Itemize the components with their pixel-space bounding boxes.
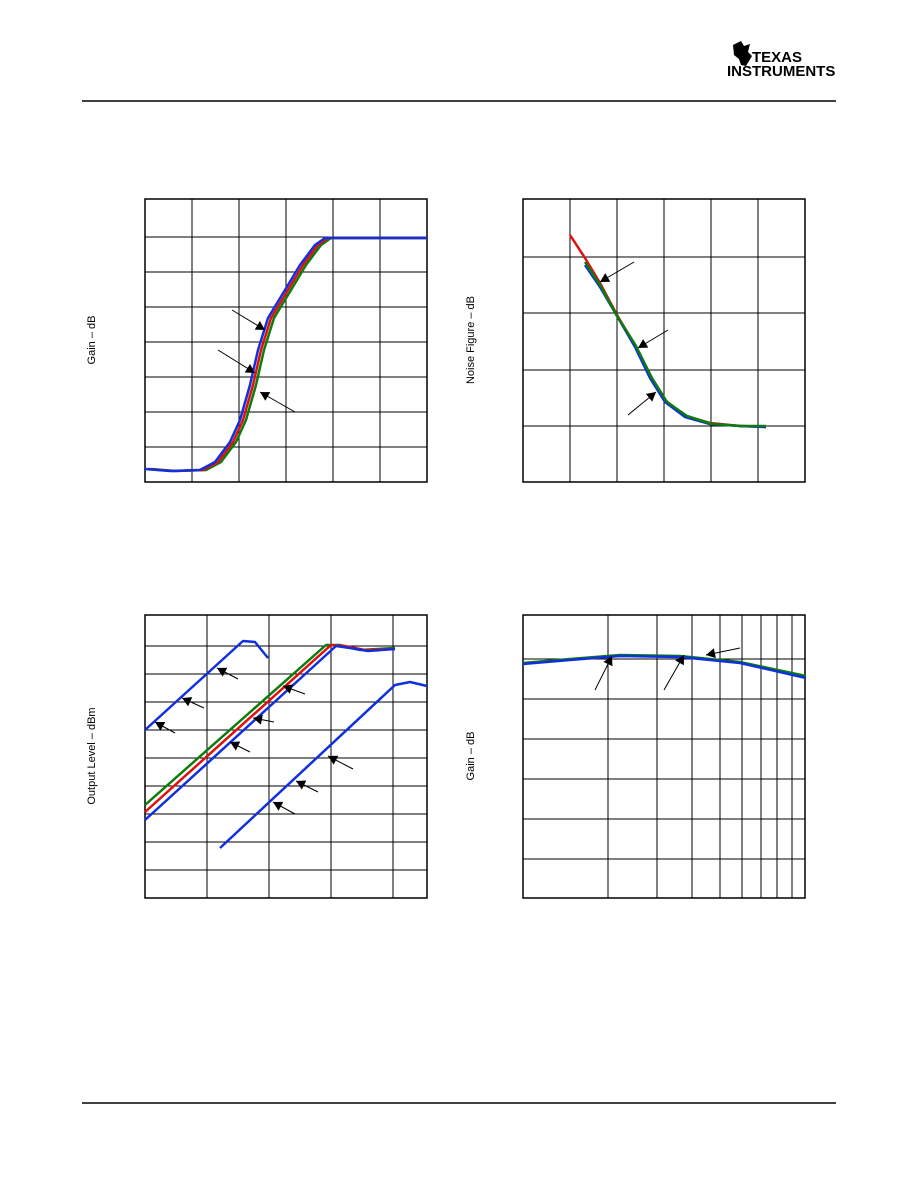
arrow-head <box>675 655 684 666</box>
arrow-head <box>253 714 263 725</box>
y-axis-label: Noise Figure – dB <box>465 296 477 384</box>
logo-text: INSTRUMENTS <box>727 63 835 80</box>
curve <box>150 236 427 473</box>
curve <box>219 680 428 849</box>
curve <box>568 234 767 429</box>
curve <box>522 653 807 678</box>
arrow-head <box>600 273 611 282</box>
curve <box>144 639 269 731</box>
figure: Gain – dB <box>465 614 807 899</box>
arrow-head <box>230 741 241 751</box>
figure: Gain – dB <box>86 198 428 483</box>
arrow-head <box>217 667 228 677</box>
arrow-head <box>182 697 193 707</box>
curve <box>583 261 766 428</box>
arrow-head <box>706 648 716 659</box>
y-axis-label: Gain – dB <box>86 316 98 365</box>
logo: TEXAS INSTRUMENTS <box>727 41 835 80</box>
plot-frame <box>144 614 428 899</box>
curve <box>144 236 427 473</box>
arrow-head <box>155 721 166 731</box>
curve <box>144 643 396 806</box>
arrow-head <box>603 656 613 667</box>
arrow-head <box>296 780 307 790</box>
y-axis-label: Output Level – dBm <box>86 707 98 804</box>
logo-mark <box>733 41 752 66</box>
plot-frame <box>522 614 806 899</box>
arrow-head <box>244 364 255 373</box>
arrow-head <box>328 755 339 765</box>
figure: Noise Figure – dB <box>465 198 806 483</box>
curve <box>522 654 807 680</box>
figure: Output Level – dBm <box>86 614 428 899</box>
arrow-head <box>638 339 649 348</box>
curve <box>147 236 427 473</box>
arrow-head <box>283 684 294 694</box>
logo-text: TEXAS <box>752 49 802 66</box>
curve <box>583 264 767 429</box>
arrow-head <box>260 392 271 401</box>
arrow-head <box>254 321 265 330</box>
curve <box>144 644 396 821</box>
y-axis-label: Gain – dB <box>465 732 477 781</box>
arrow-head <box>273 801 284 811</box>
arrow-head <box>645 392 656 402</box>
